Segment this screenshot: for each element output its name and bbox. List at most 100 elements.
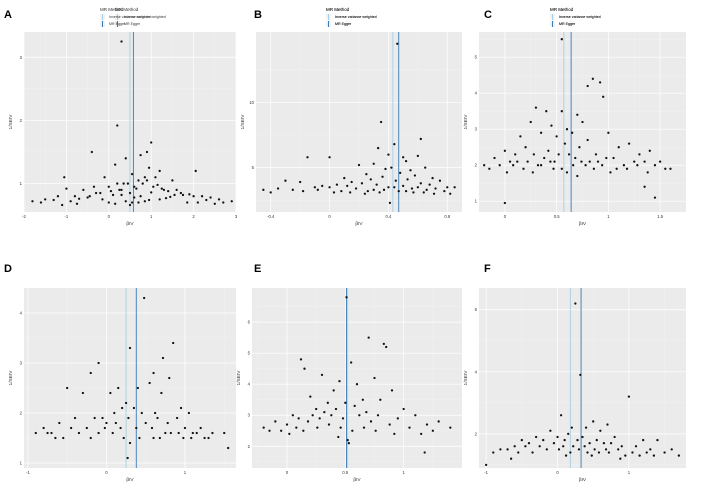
data-point <box>401 184 405 188</box>
data-point <box>126 182 130 185</box>
data-point <box>404 159 408 163</box>
legend: MR Method Inverse variance weighted MR Egg… <box>550 7 601 27</box>
data-point <box>114 421 118 425</box>
data-point <box>627 395 631 398</box>
data-point <box>545 110 548 113</box>
data-point <box>179 191 183 195</box>
data-point <box>353 404 356 408</box>
x-tick-label: -2 <box>22 214 26 219</box>
data-point <box>88 195 91 198</box>
data-point <box>574 302 577 305</box>
data-point <box>326 401 329 404</box>
data-point <box>652 454 656 457</box>
data-point <box>309 395 312 398</box>
data-point <box>164 196 168 200</box>
data-point <box>328 156 331 159</box>
data-point <box>453 186 456 189</box>
data-point <box>563 438 566 442</box>
data-point <box>99 191 102 195</box>
y-tick-label: 3 <box>475 127 478 132</box>
data-point <box>545 448 548 451</box>
x-tick-label: 1 <box>150 214 153 219</box>
x-tick-label: -1 <box>26 470 30 475</box>
x-tick-label: 0 <box>108 214 111 219</box>
data-point <box>617 448 620 451</box>
data-point <box>318 417 321 420</box>
data-point <box>350 361 353 364</box>
data-point <box>268 429 271 432</box>
data-point <box>97 431 100 435</box>
data-point <box>576 438 579 442</box>
y-axis-title: 1/SEIV <box>463 370 469 386</box>
data-point <box>315 407 318 411</box>
data-point <box>437 420 440 423</box>
data-point <box>213 202 216 205</box>
data-point <box>262 188 265 191</box>
data-point <box>631 451 634 454</box>
data-point <box>291 414 294 417</box>
legend-item: MR Egger <box>109 22 126 26</box>
data-point <box>168 376 171 380</box>
data-point <box>424 166 427 169</box>
data-point <box>562 445 565 448</box>
data-point <box>572 445 575 448</box>
data-point <box>428 183 431 186</box>
data-point <box>346 438 349 442</box>
data-point <box>560 38 563 41</box>
legend: MR Method Inverse variance weighted MR Egg… <box>100 7 151 27</box>
data-point <box>44 198 47 201</box>
data-point <box>152 436 155 440</box>
data-point <box>536 164 540 167</box>
data-point <box>145 150 149 154</box>
data-point <box>483 164 486 167</box>
data-point <box>581 120 584 124</box>
data-point <box>114 163 117 166</box>
x-tick-label: 0 <box>286 470 289 475</box>
data-point <box>594 153 598 156</box>
data-point <box>677 454 681 457</box>
y-tick-label: 1 <box>475 199 478 204</box>
data-point <box>92 185 96 188</box>
data-point <box>576 113 579 116</box>
data-point <box>643 185 646 188</box>
data-point <box>167 190 170 193</box>
data-point <box>295 426 298 429</box>
data-point <box>382 188 386 191</box>
data-point <box>547 149 550 152</box>
data-point <box>360 182 364 185</box>
data-point <box>376 146 380 150</box>
data-point <box>101 416 104 420</box>
data-point <box>609 171 612 174</box>
legend-item: Inverse variance weighted <box>124 15 166 19</box>
data-point <box>351 429 354 432</box>
data-point <box>343 176 346 180</box>
data-point <box>303 367 306 370</box>
data-point <box>196 201 199 204</box>
plot-background <box>24 288 236 468</box>
data-point <box>335 183 339 186</box>
data-point <box>385 345 388 349</box>
y-tick-label: 10 <box>249 100 254 105</box>
data-point <box>376 414 380 417</box>
data-point <box>158 198 161 201</box>
legend: MR Method Inverse variance weighted MR Egg… <box>115 7 166 27</box>
data-point <box>82 188 85 192</box>
data-point <box>316 426 319 429</box>
x-tick-label: -1 <box>65 214 69 219</box>
data-point <box>576 174 579 178</box>
data-point <box>173 193 176 197</box>
data-point <box>211 431 214 435</box>
data-point <box>128 441 132 445</box>
legend-title: MR Method <box>115 7 139 12</box>
data-point <box>152 185 155 188</box>
data-point <box>586 138 589 142</box>
data-point <box>126 456 129 460</box>
data-point <box>160 391 163 395</box>
data-point <box>171 179 174 182</box>
data-point <box>619 457 622 460</box>
data-point <box>396 417 399 420</box>
data-point <box>113 411 116 415</box>
data-point <box>118 188 121 192</box>
data-point <box>122 436 125 440</box>
